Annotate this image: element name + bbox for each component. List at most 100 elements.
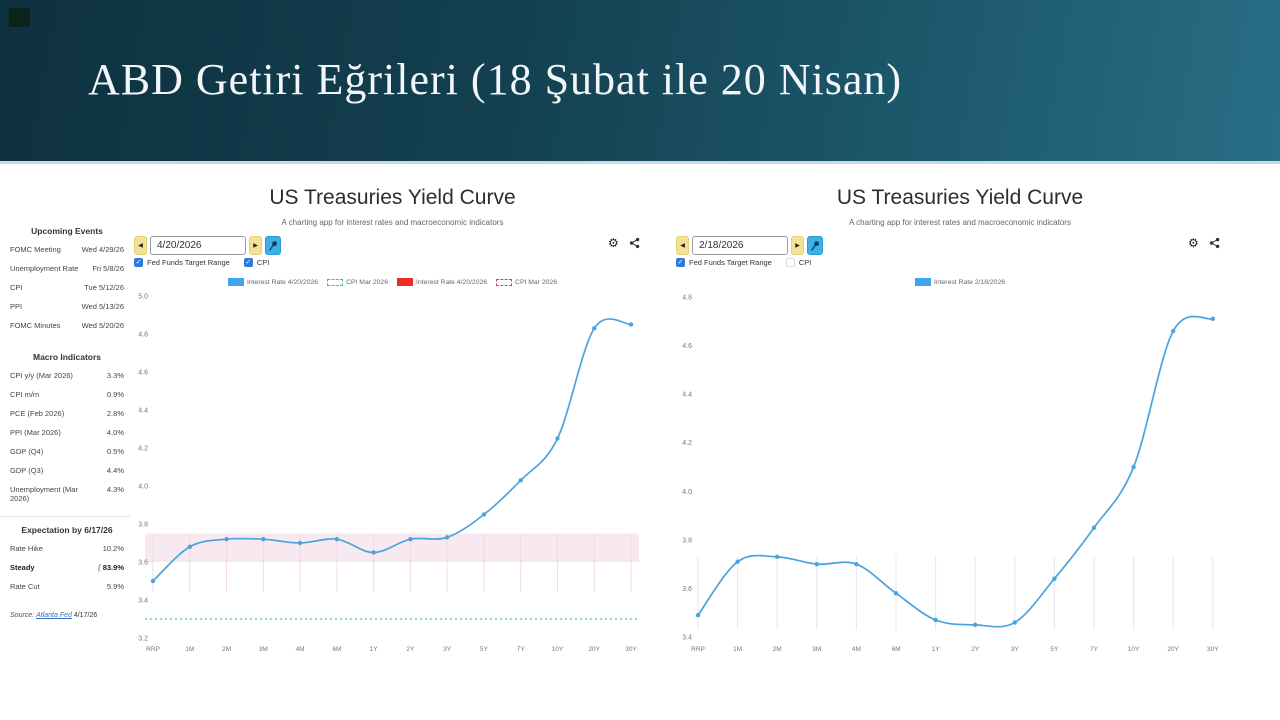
y-tick-label: 3.6 — [682, 586, 692, 593]
y-tick-label: 4.2 — [682, 440, 692, 447]
data-point[interactable] — [695, 612, 701, 618]
legend-label: Interest Rate 4/20/2026 — [416, 278, 488, 286]
section-title: Expectation by 6/17/26 — [21, 525, 113, 535]
data-point[interactable] — [1210, 316, 1215, 322]
x-tick-label: RRP — [691, 646, 705, 653]
legend-item: Interest Rate 4/20/2026 — [397, 278, 487, 286]
chart-panel-right: US Treasuries Yield Curve A charting app… — [658, 164, 1280, 720]
upcoming-events-section: Upcoming Events FOMC Meeting Wed 4/29/26 U… — [0, 226, 130, 337]
share-icon[interactable] — [629, 237, 640, 249]
date-navigation: ◀ ▶ — [676, 236, 823, 255]
item-value-wrap: Wed 5/20/26 — [82, 321, 124, 330]
data-point[interactable] — [592, 326, 597, 331]
item-value-wrap: 4.3% — [107, 485, 124, 494]
pin-button[interactable] — [807, 236, 823, 255]
item-value-wrap: Wed 4/29/26 — [82, 245, 124, 254]
data-point[interactable] — [1171, 328, 1176, 334]
sidebar: Upcoming Events FOMC Meeting Wed 4/29/26 U… — [0, 164, 130, 720]
checkbox-cpi[interactable]: CPI — [785, 258, 811, 267]
legend-swatch-dashed — [496, 278, 513, 286]
x-tick-label: 6M — [891, 646, 900, 653]
page-title: US Treasuries Yield Curve — [836, 186, 1084, 209]
next-date-button[interactable]: ▶ — [249, 236, 262, 255]
data-point[interactable] — [735, 559, 740, 564]
prev-date-button[interactable]: ◀ — [676, 236, 689, 255]
checkbox-cpi[interactable]: ✓ CPI — [243, 258, 270, 267]
x-tick-label: 6M — [332, 646, 341, 653]
checkbox-label: Fed Funds Target Range — [689, 258, 772, 267]
date-input[interactable] — [150, 236, 246, 255]
item-label: CPI y/y (Mar 2026) — [10, 371, 73, 380]
data-point[interactable] — [893, 591, 899, 596]
data-point[interactable] — [973, 622, 978, 628]
data-point[interactable] — [444, 535, 450, 540]
settings-gear-icon[interactable]: ⚙ — [1188, 236, 1199, 250]
x-tick-label: 2Y — [971, 646, 980, 653]
list-item: Steady (83.9% — [10, 560, 124, 579]
data-point[interactable] — [814, 561, 819, 567]
next-date-button[interactable]: ▶ — [791, 236, 804, 255]
item-value-wrap: 0.9% — [107, 390, 124, 399]
x-tick-label: 5Y — [1050, 646, 1059, 653]
yield-curve-chart[interactable]: 4.8 4.6 4.4 4.2 4.0 3.8 3.6 3.4 RRP 1M 2M 3M 4M 6M 1Y 2… — [678, 285, 1250, 660]
yield-curve-chart[interactable]: 5.0 4.8 4.6 4.4 4.2 4.0 3.8 3.6 3.4 3.2 RRP 1M 2M 3M 4… — [130, 285, 655, 660]
x-tick-label: 3M — [259, 646, 268, 653]
pointer-icon: ( — [98, 563, 101, 572]
checkbox-fed-funds-target-range[interactable]: ✓ Fed Funds Target Range — [134, 258, 230, 267]
share-icon[interactable] — [1209, 237, 1220, 249]
item-value: Wed 5/13/26 — [81, 302, 124, 311]
date-input[interactable] — [692, 236, 788, 255]
checkbox-label: CPI — [256, 258, 270, 267]
item-label: Unemployment (Mar 2026) — [10, 485, 78, 503]
y-tick-label: 4.0 — [682, 489, 692, 496]
data-point[interactable] — [628, 322, 634, 327]
list-item: FOMC Minutes Wed 5/20/26 — [10, 318, 124, 337]
chart-legend: Interest Rate 4/20/2026 CPI Mar 2026 Inter… — [130, 278, 655, 286]
data-point[interactable] — [775, 554, 780, 560]
y-tick-label: 4.6 — [682, 343, 692, 350]
data-point[interactable] — [334, 537, 340, 542]
list-item: Unemployment (Mar 2026) 4.3% — [10, 482, 124, 503]
y-tick-label: 4.8 — [138, 332, 148, 339]
data-point[interactable] — [224, 537, 229, 542]
item-value: 4.4% — [106, 466, 124, 475]
data-point[interactable] — [854, 561, 859, 567]
x-tick-label: 4M — [296, 646, 305, 653]
list-item: FOMC Meeting Wed 4/29/26 — [10, 242, 124, 261]
list-item: GDP (Q4) 0.5% — [10, 444, 124, 463]
source-label: Source: — [10, 612, 35, 619]
legend-label: Interest Rate 4/20/2026 — [247, 278, 319, 286]
pin-button[interactable] — [265, 236, 281, 255]
unchecked-checkbox-icon[interactable] — [785, 258, 795, 267]
settings-gear-icon[interactable]: ⚙ — [608, 236, 619, 250]
checked-checkbox-icon[interactable]: ✓ — [243, 258, 253, 267]
legend-label: CPI Mar 2026 — [515, 278, 557, 286]
checked-checkbox-icon[interactable]: ✓ — [134, 258, 143, 267]
data-point[interactable] — [187, 544, 192, 549]
list-item: PPI (Mar 2026) 4.0% — [10, 425, 124, 444]
prev-date-button[interactable]: ◀ — [134, 236, 147, 255]
data-point[interactable] — [150, 578, 156, 584]
item-value: Wed 5/20/26 — [81, 321, 124, 330]
data-point[interactable] — [1091, 525, 1097, 530]
toolbar-icons: ⚙ — [608, 236, 640, 250]
data-point[interactable] — [481, 512, 487, 517]
data-point[interactable] — [371, 550, 376, 555]
data-point[interactable] — [261, 537, 266, 542]
checked-checkbox-icon[interactable]: ✓ — [676, 258, 685, 267]
data-point[interactable] — [518, 478, 523, 483]
source-link[interactable]: Atlanta Fed — [36, 612, 72, 619]
list-item: PPI Wed 5/13/26 — [10, 299, 124, 318]
data-point[interactable] — [555, 436, 560, 441]
x-tick-label: 2M — [222, 646, 231, 653]
data-point[interactable] — [1012, 620, 1017, 625]
data-point[interactable] — [297, 540, 303, 546]
checkbox-fed-funds-target-range[interactable]: ✓ Fed Funds Target Range — [676, 258, 772, 267]
legend-swatch-solid — [914, 278, 931, 286]
data-point[interactable] — [933, 617, 938, 623]
data-point[interactable] — [1052, 576, 1057, 581]
chart-panel-left: US Treasuries Yield Curve A charting app… — [0, 164, 658, 720]
x-tick-label: 1M — [733, 646, 742, 653]
data-point[interactable] — [408, 537, 413, 542]
data-point[interactable] — [1131, 464, 1136, 470]
